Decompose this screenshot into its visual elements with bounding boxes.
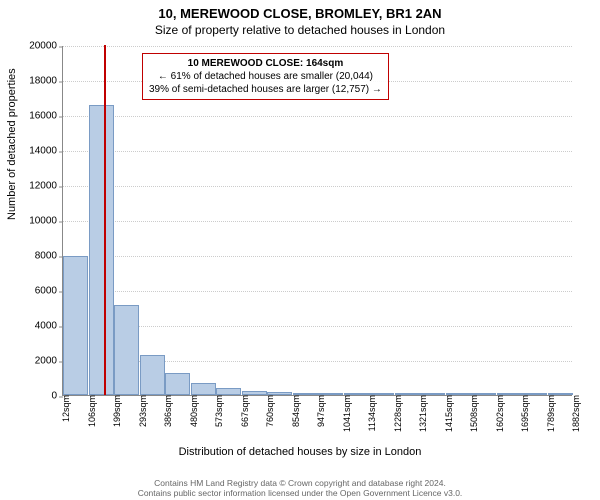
x-tick-label: 293sqm bbox=[136, 395, 148, 427]
histogram-bar bbox=[191, 383, 216, 395]
histogram-bar bbox=[140, 355, 165, 395]
footer-line-2: Contains public sector information licen… bbox=[0, 488, 600, 498]
histogram-bar bbox=[89, 105, 114, 395]
x-tick-label: 480sqm bbox=[187, 395, 199, 427]
x-tick-label: 1228sqm bbox=[391, 395, 403, 432]
x-tick-label: 667sqm bbox=[238, 395, 250, 427]
gridline bbox=[63, 221, 572, 222]
x-tick-label: 1602sqm bbox=[493, 395, 505, 432]
chart-title-sub: Size of property relative to detached ho… bbox=[0, 21, 600, 37]
x-tick-label: 854sqm bbox=[289, 395, 301, 427]
footer-attribution: Contains HM Land Registry data © Crown c… bbox=[0, 478, 600, 498]
x-tick-label: 1415sqm bbox=[442, 395, 454, 432]
y-axis-label: Number of detached properties bbox=[6, 68, 18, 220]
y-tick-label: 2000 bbox=[35, 356, 63, 367]
x-tick-label: 760sqm bbox=[263, 395, 275, 427]
x-axis-label: Distribution of detached houses by size … bbox=[0, 446, 600, 458]
x-tick-label: 1321sqm bbox=[416, 395, 428, 432]
histogram-bar bbox=[216, 388, 241, 395]
gridline bbox=[63, 151, 572, 152]
y-tick-label: 14000 bbox=[29, 146, 63, 157]
x-tick-label: 1508sqm bbox=[467, 395, 479, 432]
callout-line-2: ← 61% of detached houses are smaller (20… bbox=[149, 70, 382, 83]
y-tick-label: 4000 bbox=[35, 321, 63, 332]
histogram-bar bbox=[114, 305, 139, 395]
y-tick-label: 16000 bbox=[29, 111, 63, 122]
chart-plot-area: 0200040006000800010000120001400016000180… bbox=[62, 46, 572, 396]
y-tick-label: 20000 bbox=[29, 41, 63, 52]
x-tick-label: 1134sqm bbox=[365, 395, 377, 431]
gridline bbox=[63, 326, 572, 327]
y-tick-label: 6000 bbox=[35, 286, 63, 297]
x-tick-label: 386sqm bbox=[161, 395, 173, 427]
footer-line-1: Contains HM Land Registry data © Crown c… bbox=[0, 478, 600, 488]
x-tick-label: 1041sqm bbox=[340, 395, 352, 432]
callout-line-1: 10 MEREWOOD CLOSE: 164sqm bbox=[149, 57, 382, 70]
gridline bbox=[63, 116, 572, 117]
y-tick-label: 8000 bbox=[35, 251, 63, 262]
x-tick-label: 1882sqm bbox=[569, 395, 581, 432]
x-tick-label: 947sqm bbox=[314, 395, 326, 427]
x-tick-label: 199sqm bbox=[110, 395, 122, 427]
y-tick-label: 10000 bbox=[29, 216, 63, 227]
gridline bbox=[63, 256, 572, 257]
x-tick-label: 1789sqm bbox=[544, 395, 556, 432]
gridline bbox=[63, 46, 572, 47]
callout-box: 10 MEREWOOD CLOSE: 164sqm ← 61% of detac… bbox=[142, 53, 389, 100]
y-tick-label: 12000 bbox=[29, 181, 63, 192]
gridline bbox=[63, 291, 572, 292]
y-tick-label: 18000 bbox=[29, 76, 63, 87]
chart-title-main: 10, MEREWOOD CLOSE, BROMLEY, BR1 2AN bbox=[0, 0, 600, 21]
histogram-bar bbox=[63, 256, 88, 395]
x-tick-label: 1695sqm bbox=[518, 395, 530, 432]
x-tick-label: 573sqm bbox=[212, 395, 224, 427]
x-tick-label: 106sqm bbox=[85, 395, 97, 427]
gridline bbox=[63, 186, 572, 187]
x-tick-label: 12sqm bbox=[59, 395, 71, 422]
callout-line-3: 39% of semi-detached houses are larger (… bbox=[149, 83, 382, 96]
property-marker-line bbox=[104, 45, 106, 395]
histogram-bar bbox=[165, 373, 190, 395]
